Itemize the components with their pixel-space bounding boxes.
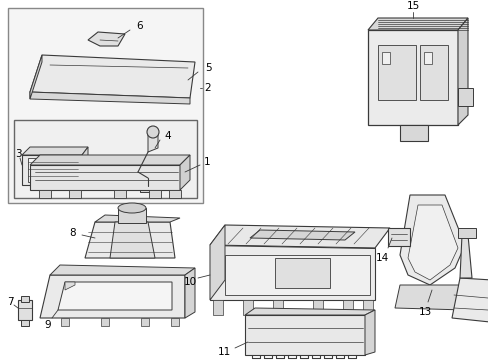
Polygon shape — [209, 225, 389, 248]
Ellipse shape — [118, 203, 146, 213]
Polygon shape — [244, 308, 374, 315]
Polygon shape — [367, 30, 457, 125]
Polygon shape — [224, 255, 369, 295]
Polygon shape — [110, 222, 155, 258]
Polygon shape — [399, 195, 464, 285]
Text: 3: 3 — [15, 149, 21, 159]
Polygon shape — [82, 147, 88, 183]
Polygon shape — [85, 222, 175, 258]
Ellipse shape — [147, 126, 159, 138]
Text: 2: 2 — [204, 83, 211, 93]
Text: 1: 1 — [203, 157, 210, 167]
Text: 14: 14 — [375, 253, 388, 263]
Bar — [118, 208, 146, 223]
Bar — [381, 52, 389, 64]
Polygon shape — [451, 278, 488, 322]
Text: 13: 13 — [418, 307, 431, 317]
Bar — [141, 318, 149, 326]
Bar — [419, 45, 447, 100]
Polygon shape — [69, 190, 81, 198]
Polygon shape — [312, 300, 323, 315]
Polygon shape — [22, 147, 88, 155]
Polygon shape — [394, 285, 464, 310]
Polygon shape — [459, 235, 471, 278]
Text: 4: 4 — [164, 131, 171, 141]
Polygon shape — [95, 215, 180, 222]
Text: 6: 6 — [137, 21, 143, 31]
Polygon shape — [169, 190, 181, 198]
Polygon shape — [407, 205, 457, 280]
Polygon shape — [30, 55, 195, 98]
Polygon shape — [50, 265, 195, 275]
Polygon shape — [213, 300, 223, 315]
Bar — [8, 8, 203, 203]
Bar — [423, 52, 431, 64]
Bar — [21, 320, 29, 326]
Text: 8: 8 — [70, 228, 76, 238]
Bar — [387, 228, 409, 246]
Polygon shape — [39, 190, 51, 198]
Polygon shape — [364, 310, 374, 355]
Polygon shape — [243, 300, 252, 315]
Polygon shape — [148, 132, 158, 152]
Polygon shape — [180, 155, 190, 190]
Bar — [457, 88, 472, 106]
Polygon shape — [249, 230, 354, 240]
Bar — [377, 45, 415, 100]
Bar — [21, 296, 29, 302]
Polygon shape — [114, 190, 126, 198]
Polygon shape — [244, 315, 364, 355]
Polygon shape — [367, 18, 467, 30]
Bar — [399, 125, 427, 141]
Polygon shape — [58, 282, 172, 310]
Text: 11: 11 — [217, 347, 230, 357]
Bar — [61, 318, 69, 326]
Polygon shape — [30, 92, 190, 104]
Polygon shape — [28, 158, 78, 182]
Polygon shape — [209, 225, 224, 300]
Text: 5: 5 — [204, 63, 211, 73]
Bar — [18, 300, 32, 320]
Bar — [274, 258, 329, 288]
Bar — [101, 318, 109, 326]
Polygon shape — [209, 245, 374, 300]
Text: 9: 9 — [44, 320, 51, 330]
Bar — [171, 318, 179, 326]
Bar — [457, 228, 475, 238]
Polygon shape — [272, 300, 283, 315]
Polygon shape — [149, 190, 161, 198]
Polygon shape — [342, 300, 352, 315]
Polygon shape — [65, 282, 75, 290]
Text: 15: 15 — [406, 1, 419, 11]
Polygon shape — [40, 275, 184, 318]
Polygon shape — [140, 182, 158, 192]
Polygon shape — [30, 55, 42, 99]
Polygon shape — [184, 268, 195, 318]
Bar — [14, 120, 197, 198]
Text: 7: 7 — [7, 297, 13, 307]
Text: 10: 10 — [183, 277, 196, 287]
Polygon shape — [88, 32, 125, 46]
Polygon shape — [30, 155, 190, 165]
Polygon shape — [362, 300, 372, 315]
Polygon shape — [457, 18, 467, 125]
Polygon shape — [30, 165, 180, 190]
Polygon shape — [22, 155, 82, 185]
